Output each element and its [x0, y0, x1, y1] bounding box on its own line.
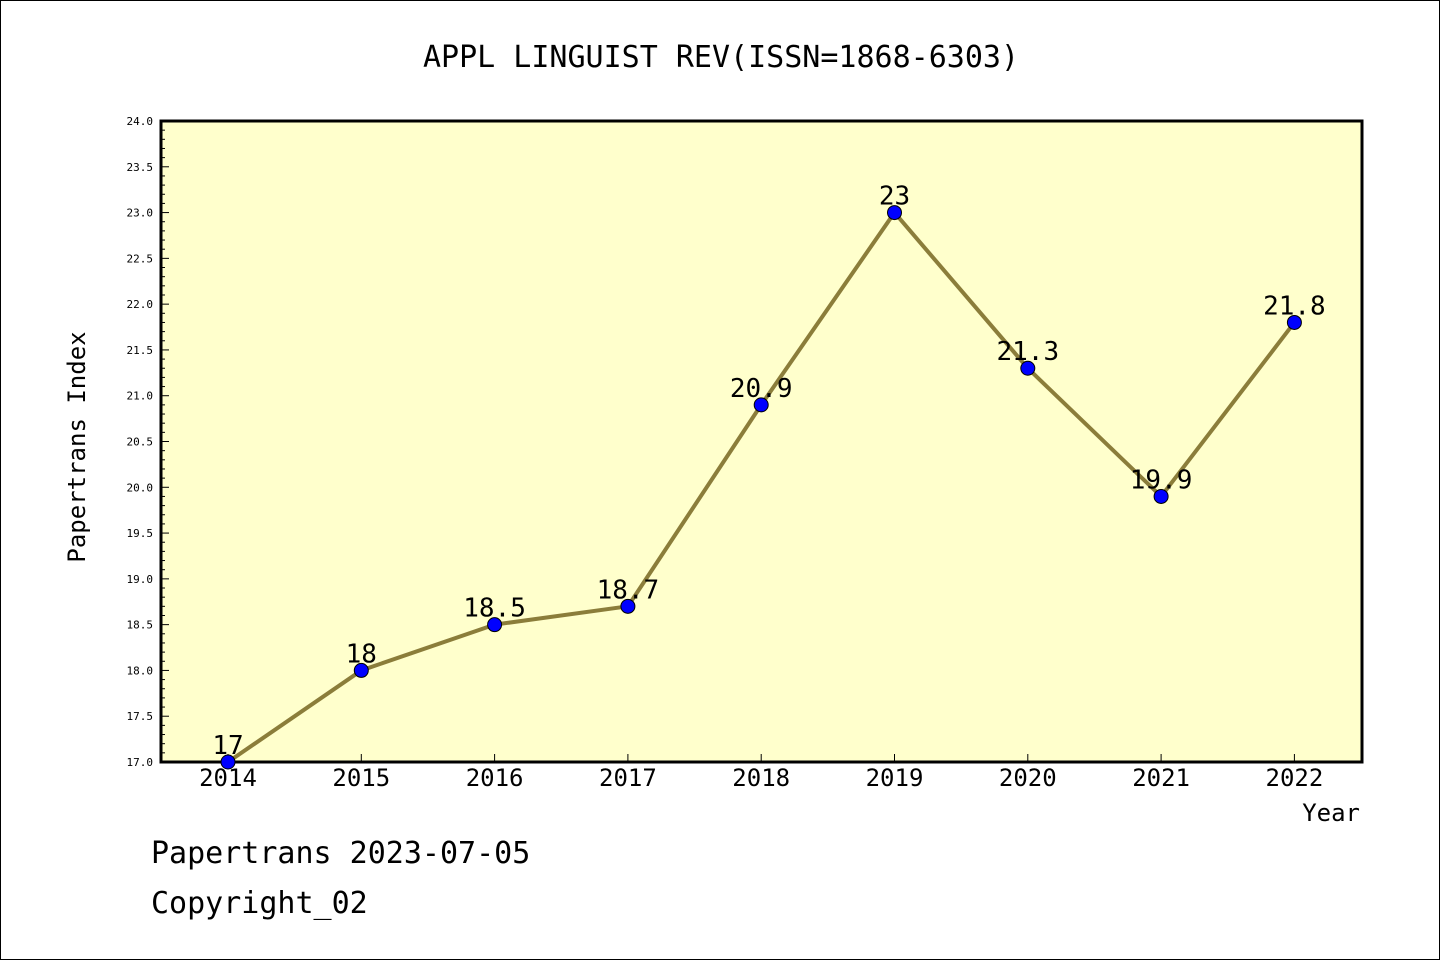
data-label: 19.9	[1130, 465, 1193, 495]
data-label: 18.7	[597, 575, 660, 605]
y-axis: 17.0 17.5 18.0 18.5 19.0 19.5 20.0 20.5 21.0 21.5…	[127, 115, 169, 769]
data-point	[620, 598, 636, 614]
y-tick-label: 23.5	[127, 161, 154, 174]
data-point	[1153, 488, 1169, 504]
x-tick-label: 2015	[332, 764, 390, 792]
data-point	[353, 662, 369, 678]
plot-area	[159, 119, 1364, 764]
footer-date: Papertrans 2023-07-05	[151, 836, 531, 871]
data-point	[1286, 314, 1302, 330]
y-tick-label: 23.0	[127, 207, 154, 220]
y-tick-label: 21.5	[127, 344, 154, 357]
x-tick-label: 2017	[599, 764, 657, 792]
series-layer: 17 18 18.5 18.7 20.9 23 21.3 19.9 21.8	[212, 182, 1326, 770]
y-axis-label: Papertrans Index	[63, 331, 91, 562]
x-tick-label: 2020	[999, 764, 1057, 792]
y-tick-label: 21.0	[127, 390, 154, 403]
y-tick-label: 19.5	[127, 527, 154, 540]
y-tick-label: 20.0	[127, 481, 154, 494]
data-point	[753, 397, 769, 413]
x-axis: 2014 2015 2016 2017 2018 2019 2020 2021 2022	[199, 754, 1323, 792]
y-tick-label: 18.0	[127, 664, 154, 677]
y-tick-label: 20.5	[127, 436, 154, 449]
x-tick-label: 2022	[1266, 764, 1324, 792]
x-tick-label: 2016	[466, 764, 524, 792]
data-label: 23	[879, 182, 910, 212]
x-tick-label: 2018	[732, 764, 790, 792]
data-point	[887, 205, 902, 221]
data-label: 18	[346, 639, 377, 669]
data-point	[1020, 360, 1036, 376]
chart-title: APPL LINGUIST REV(ISSN=1868-6303)	[423, 40, 1019, 75]
data-label: 21.8	[1263, 291, 1326, 321]
data-point	[487, 617, 503, 633]
y-tick-label: 17.5	[127, 710, 154, 723]
x-axis-label: Year	[1302, 799, 1360, 827]
y-tick-label: 22.5	[127, 252, 154, 265]
y-tick-label: 24.0	[127, 115, 154, 128]
data-label: 18.5	[463, 594, 526, 624]
x-tick-label: 2019	[866, 764, 924, 792]
y-tick-label: 19.0	[127, 573, 154, 586]
y-tick-label: 18.5	[127, 619, 154, 632]
data-point	[220, 754, 236, 770]
footer-copyright: Copyright_02	[151, 886, 368, 921]
data-label: 21.3	[996, 337, 1059, 367]
y-tick-label: 17.0	[127, 756, 154, 769]
x-tick-label: 2021	[1132, 764, 1190, 792]
y-tick-label: 22.0	[127, 298, 154, 311]
data-label: 17	[212, 731, 243, 761]
data-label: 20.9	[730, 374, 793, 404]
